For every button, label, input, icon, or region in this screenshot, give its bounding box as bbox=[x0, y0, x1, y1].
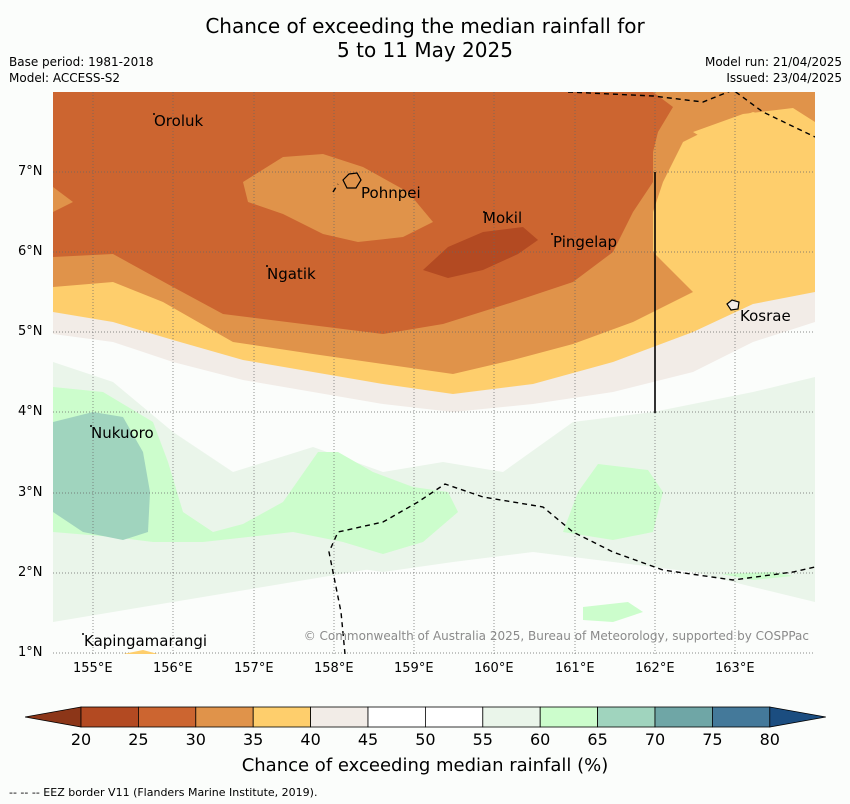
base-period: Base period: 1981-2018 bbox=[9, 55, 154, 69]
gridlines bbox=[53, 92, 815, 654]
colorbar-tick-label: 55 bbox=[472, 730, 493, 749]
place-kosrae: Kosrae bbox=[740, 307, 791, 325]
nukuoro-marker bbox=[90, 425, 92, 427]
colorbar-under-arrow bbox=[25, 706, 82, 728]
lon-label-160e: 160°E bbox=[474, 661, 514, 676]
model-name: Model: ACCESS-S2 bbox=[9, 71, 121, 85]
lat-label-7n: 7°N bbox=[18, 164, 43, 179]
colorbar-segment bbox=[195, 706, 254, 728]
chart-title-line1: Chance of exceeding the median rainfall … bbox=[205, 14, 645, 38]
colorbar-tick-label: 35 bbox=[243, 730, 264, 749]
colorbar-segment bbox=[80, 706, 139, 728]
contour-55-60-south bbox=[53, 552, 383, 622]
lon-label-158e: 158°E bbox=[314, 661, 354, 676]
place-ngatik: Ngatik bbox=[267, 265, 316, 283]
mokil-marker bbox=[483, 211, 485, 213]
eez-border bbox=[328, 92, 815, 654]
place-nukuoro: Nukuoro bbox=[91, 424, 154, 442]
issued-date: Issued: 23/04/2025 bbox=[726, 71, 842, 85]
kosrae-island-shape bbox=[726, 299, 740, 311]
place-mokil: Mokil bbox=[483, 209, 522, 227]
colorbar-tick-label: 40 bbox=[300, 730, 321, 749]
colorbar-segment bbox=[712, 706, 771, 728]
copyright-note: © Commonwealth of Australia 2025, Bureau… bbox=[304, 629, 809, 643]
ngatik-marker bbox=[266, 265, 268, 267]
place-pingelap: Pingelap bbox=[553, 233, 617, 251]
colorbar-tick-label: 25 bbox=[128, 730, 149, 749]
lat-label-3n: 3°N bbox=[18, 485, 43, 500]
lat-label-4n: 4°N bbox=[18, 404, 43, 419]
colorbar-tick-label: 80 bbox=[759, 730, 780, 749]
model-run: Model run: 21/04/2025 bbox=[704, 55, 842, 69]
contour-20-25 bbox=[423, 227, 538, 278]
colorbar-tick-label: 70 bbox=[644, 730, 666, 749]
colorbar-tick-label: 60 bbox=[530, 730, 551, 749]
colorbar-segment bbox=[310, 706, 369, 728]
pohnpei-island-shape bbox=[342, 172, 362, 189]
colorbar-tick-label: 30 bbox=[185, 730, 206, 749]
lon-label-156e: 156°E bbox=[153, 661, 193, 676]
eez-footnote: -- -- -- EEZ border V11 (Flanders Marine… bbox=[9, 786, 318, 799]
colorbar-segment bbox=[597, 706, 656, 728]
colorbar-segment bbox=[539, 706, 599, 728]
lon-label-163e: 163°E bbox=[715, 661, 755, 676]
place-oroluk: Oroluk bbox=[154, 112, 203, 130]
lat-label-2n: 2°N bbox=[18, 565, 43, 580]
contour-65-70 bbox=[53, 412, 150, 540]
colorbar-label: Chance of exceeding median rainfall (%) bbox=[241, 755, 609, 776]
lon-label-161e: 161°E bbox=[555, 661, 595, 676]
contour-35-40-pocket bbox=[693, 108, 815, 217]
contour-55-60 bbox=[53, 362, 815, 602]
colorbar-segment bbox=[252, 706, 311, 728]
colorbar-segment bbox=[482, 706, 541, 728]
contour-30-35-pocket bbox=[243, 154, 433, 242]
rainfall-map: Oroluk Pohnpei Mokil Pingelap Ngatik Kos… bbox=[53, 92, 815, 654]
place-kapingamarangi: Kapingamarangi bbox=[84, 632, 207, 650]
contour-60-65-east bbox=[563, 464, 663, 540]
colorbar bbox=[25, 706, 826, 728]
kapingamarangi-marker bbox=[82, 633, 84, 635]
colorbar-segment bbox=[654, 706, 713, 728]
lon-label-159e: 159°E bbox=[394, 661, 434, 676]
colorbar-tick-label: 50 bbox=[415, 730, 436, 749]
lat-label-1n: 1°N bbox=[18, 645, 43, 660]
colorbar-segment bbox=[424, 706, 484, 728]
chart-title-line2: 5 to 11 May 2025 bbox=[337, 38, 513, 62]
colorbar-tick-label: 75 bbox=[702, 730, 723, 749]
lon-label-162e: 162°E bbox=[635, 661, 675, 676]
colorbar-segment bbox=[138, 706, 197, 728]
place-markers bbox=[82, 113, 553, 635]
contour-60-65-west bbox=[53, 387, 458, 554]
lat-label-5n: 5°N bbox=[18, 324, 43, 339]
contour-35-40-spot bbox=[123, 650, 158, 654]
place-pohnpei: Pohnpei bbox=[361, 184, 421, 202]
oroluk-marker bbox=[153, 113, 155, 115]
colorbar-tick-label: 45 bbox=[357, 730, 379, 749]
colorbar-segment bbox=[367, 706, 426, 728]
colorbar-tick-label: 65 bbox=[587, 730, 608, 749]
pingelap-marker bbox=[551, 233, 553, 235]
contour-60-65-small bbox=[583, 602, 643, 622]
colorbar-over-arrow bbox=[769, 706, 826, 728]
lon-label-157e: 157°E bbox=[234, 661, 274, 676]
colorbar-tick-label: 20 bbox=[70, 730, 92, 749]
lat-label-6n: 6°N bbox=[18, 244, 43, 259]
lon-label-155e: 155°E bbox=[73, 661, 113, 676]
